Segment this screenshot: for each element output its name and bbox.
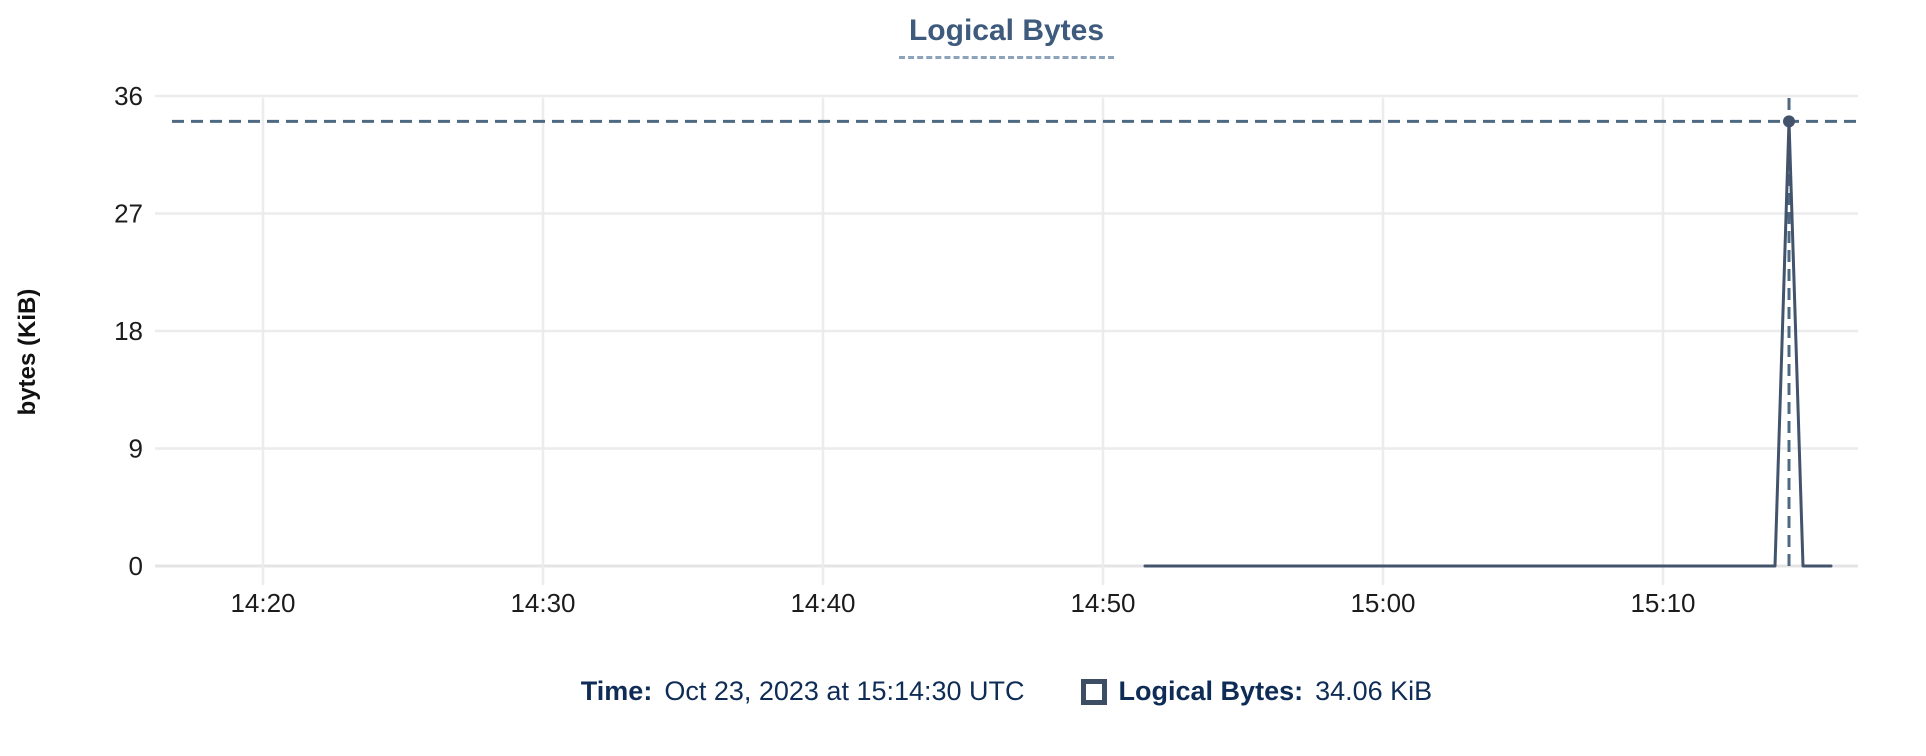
x-tick-label: 14:20 — [230, 588, 295, 618]
chart-title[interactable]: Logical Bytes — [898, 14, 1115, 59]
x-tick-label: 14:30 — [510, 588, 575, 618]
y-tick-label: 9 — [129, 434, 143, 464]
y-tick-label: 36 — [114, 81, 143, 111]
hover-readout-bar: Time: Oct 23, 2023 at 15:14:30 UTC Logic… — [155, 676, 1858, 707]
time-readout: Time: Oct 23, 2023 at 15:14:30 UTC — [581, 676, 1025, 707]
x-tick-label: 15:10 — [1630, 588, 1695, 618]
series-readout: Logical Bytes: 34.06 KiB — [1080, 676, 1433, 707]
series-line — [1143, 119, 1833, 568]
x-tick-label: 15:00 — [1350, 588, 1415, 618]
time-readout-value: Oct 23, 2023 at 15:14:30 UTC — [664, 676, 1025, 706]
y-tick-label: 0 — [129, 551, 143, 581]
time-readout-label: Time: — [580, 676, 653, 706]
chart-header: Logical Bytes — [155, 14, 1858, 59]
series-readout-value: 34.06 KiB — [1315, 676, 1433, 706]
y-tick-label: 18 — [114, 316, 143, 346]
x-tick-label: 14:50 — [1070, 588, 1135, 618]
series-readout-label: Logical Bytes: — [1118, 676, 1304, 706]
y-tick-label: 27 — [114, 199, 143, 229]
x-tick-label: 14:40 — [790, 588, 855, 618]
hovered-point-marker[interactable] — [1783, 115, 1795, 128]
legend-swatch-icon[interactable] — [1080, 678, 1107, 705]
